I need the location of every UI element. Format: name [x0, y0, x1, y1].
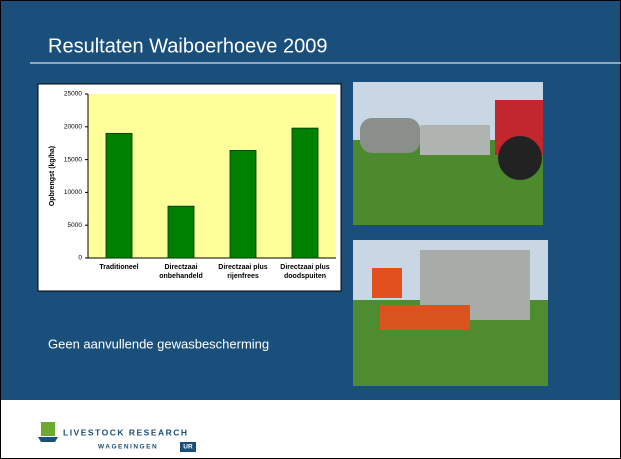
photo-tractor	[353, 82, 543, 225]
bar	[168, 206, 194, 258]
y-tick-label: 0	[78, 255, 82, 262]
x-tick-label: Directzaai plus doodspuiten	[274, 263, 336, 281]
y-tick-label: 15000	[64, 156, 82, 163]
logo-name: LIVESTOCK RESEARCH	[63, 427, 189, 437]
x-tick-label: Directzaai plus rijenfrees	[212, 263, 274, 281]
caption: Geen aanvullende gewasbescherming	[48, 336, 269, 351]
logo-icon	[38, 422, 58, 442]
slide-canvas: Resultaten Waiboerhoeve 2009 Geen aanvul…	[0, 0, 621, 459]
x-tick-label: Directzaai onbehandeld	[150, 263, 212, 281]
logo-org: WAGENINGEN	[98, 444, 158, 451]
y-tick-label: 20000	[64, 124, 82, 131]
x-tick-label: Traditioneel	[88, 263, 150, 272]
y-tick-label: 10000	[64, 189, 82, 196]
bar	[106, 133, 132, 258]
y-tick-label: 5000	[68, 222, 83, 229]
slide: Resultaten Waiboerhoeve 2009 Geen aanvul…	[0, 0, 621, 459]
y-axis-label: Opbrengst (kg/ha)	[49, 146, 56, 206]
photo-seeder	[353, 240, 548, 386]
bar	[230, 150, 256, 258]
slide-title: Resultaten Waiboerhoeve 2009	[48, 35, 327, 57]
bar	[292, 128, 318, 258]
logo-mark: UR	[183, 444, 193, 451]
y-tick-label: 25000	[64, 91, 82, 98]
